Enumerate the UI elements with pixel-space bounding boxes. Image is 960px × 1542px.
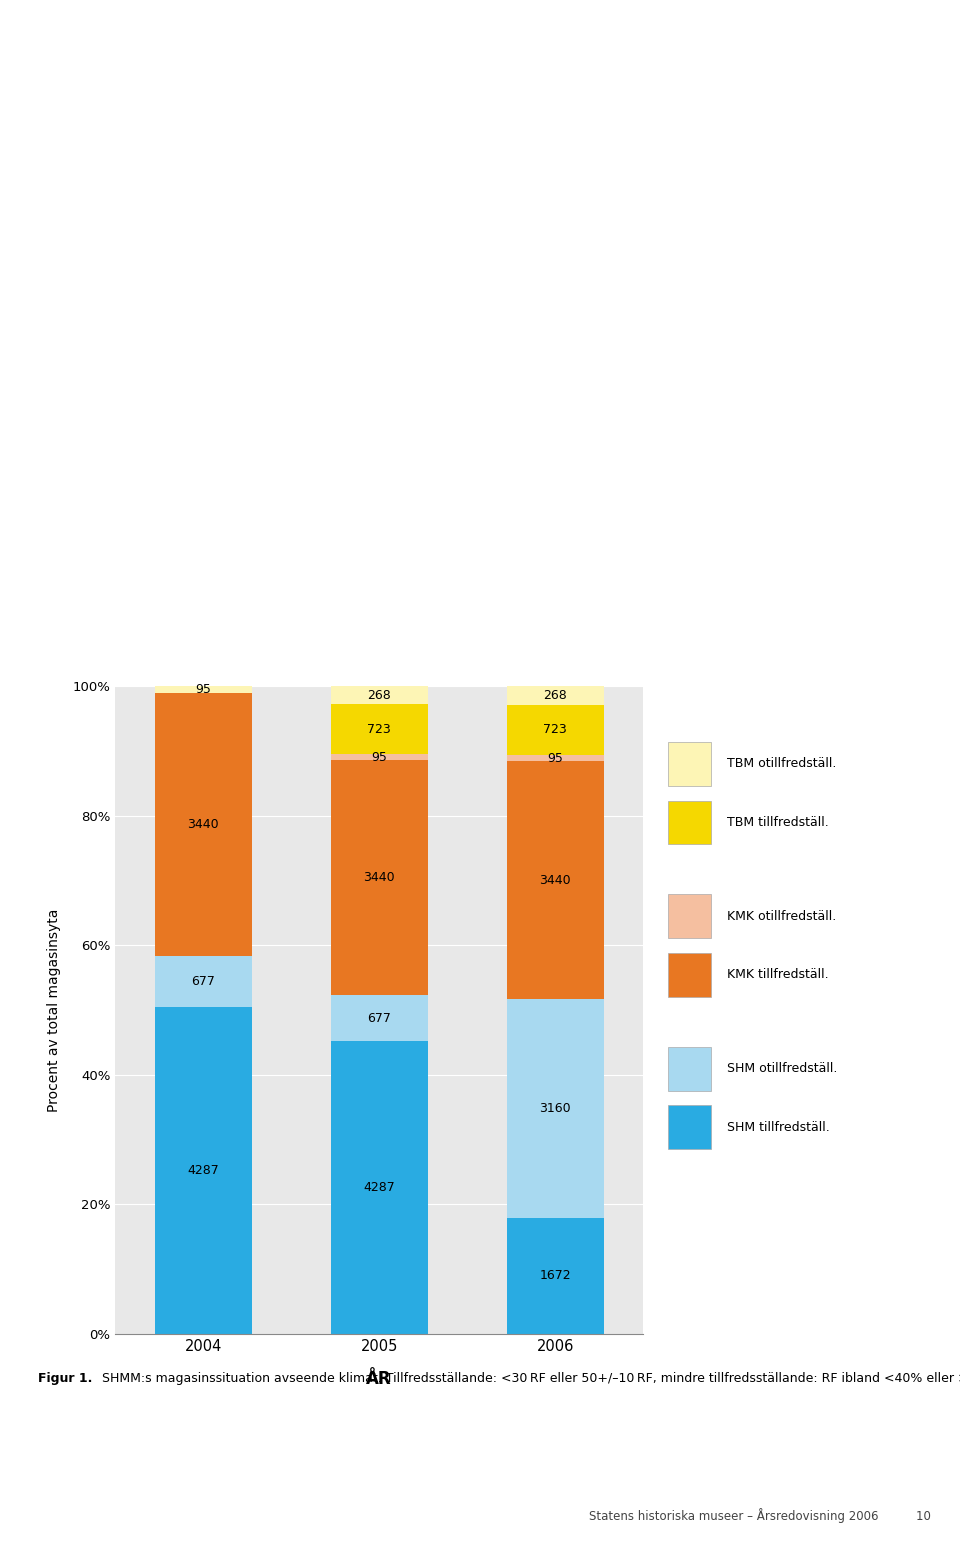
Text: 3440: 3440 xyxy=(364,871,395,884)
Text: TBM tillfredställ.: TBM tillfredställ. xyxy=(727,816,828,830)
Bar xyxy=(331,1041,427,1334)
Bar xyxy=(507,705,604,754)
Text: 4287: 4287 xyxy=(187,1164,219,1177)
Text: 723: 723 xyxy=(368,723,391,736)
Bar xyxy=(155,694,252,956)
Text: KMK otillfredställ.: KMK otillfredställ. xyxy=(727,910,836,922)
Bar xyxy=(155,956,252,1007)
Bar xyxy=(507,762,604,999)
Text: 677: 677 xyxy=(368,1012,391,1025)
Text: KMK tillfredställ.: KMK tillfredställ. xyxy=(727,968,828,981)
Text: 723: 723 xyxy=(543,723,567,736)
Bar xyxy=(668,800,710,845)
Bar xyxy=(331,705,427,754)
Text: 95: 95 xyxy=(372,751,387,763)
Text: SHM tillfredställ.: SHM tillfredställ. xyxy=(727,1121,829,1133)
Bar xyxy=(507,686,604,705)
Bar xyxy=(331,995,427,1041)
Text: SHM otillfredställ.: SHM otillfredställ. xyxy=(727,1062,837,1075)
Text: TBM otillfredställ.: TBM otillfredställ. xyxy=(727,757,836,771)
Bar xyxy=(331,754,427,760)
Bar xyxy=(331,686,427,705)
Text: 1672: 1672 xyxy=(540,1269,571,1283)
Bar xyxy=(155,1007,252,1334)
Bar xyxy=(668,1047,710,1090)
Bar xyxy=(668,742,710,786)
Text: 95: 95 xyxy=(195,683,211,697)
Bar xyxy=(668,953,710,996)
Bar xyxy=(507,754,604,762)
Text: 95: 95 xyxy=(547,751,564,765)
Text: Statens historiska museer – Årsredovisning 2006          10: Statens historiska museer – Årsredovisni… xyxy=(589,1508,931,1523)
Text: 4287: 4287 xyxy=(363,1181,396,1194)
Bar xyxy=(507,1218,604,1334)
Text: 268: 268 xyxy=(543,689,567,702)
Text: 677: 677 xyxy=(191,975,215,988)
Text: 3160: 3160 xyxy=(540,1103,571,1115)
Text: SHMM:s magasinssituation avseende klimat. Tillfredsställande: <30 RF eller 50+/–: SHMM:s magasinssituation avseende klimat… xyxy=(94,1372,960,1385)
Text: 3440: 3440 xyxy=(187,817,219,831)
Bar xyxy=(507,999,604,1218)
Text: Figur 1.: Figur 1. xyxy=(38,1372,93,1385)
Bar xyxy=(331,760,427,995)
Bar xyxy=(668,894,710,938)
Bar xyxy=(668,1106,710,1149)
Y-axis label: Procent av total magasinsyta: Procent av total magasinsyta xyxy=(47,908,61,1112)
X-axis label: ÅR: ÅR xyxy=(367,1371,392,1388)
Bar xyxy=(155,686,252,694)
Text: 3440: 3440 xyxy=(540,874,571,887)
Text: 268: 268 xyxy=(368,689,391,702)
